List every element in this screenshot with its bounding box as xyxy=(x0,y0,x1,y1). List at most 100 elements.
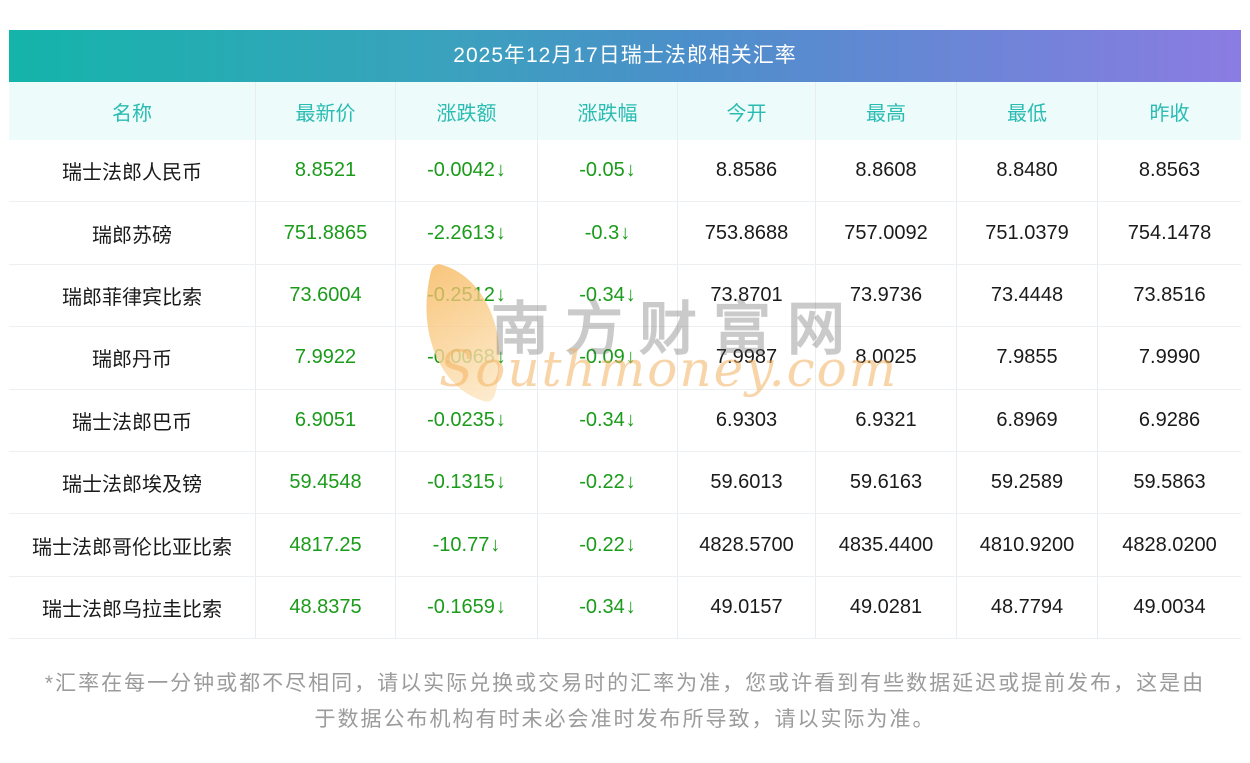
cell-value: 8.8563 xyxy=(1138,159,1201,182)
table-row: 瑞士法郎人民币 8.8521 -0.0042 ↓ -0.05 ↓ 8.8586 8.8608 8… xyxy=(9,140,1241,203)
cell-low: 48.7794 xyxy=(957,576,1098,639)
cell-value: 757.0092 xyxy=(844,221,928,244)
cell-low: 6.8969 xyxy=(957,389,1098,451)
column-header-low: 最低 xyxy=(957,82,1098,140)
cell-name: 瑞郎菲律宾比索 xyxy=(9,264,256,327)
cell-value: 瑞士法郎哥伦比亚比索 xyxy=(32,536,232,559)
cell-value: -0.0068 xyxy=(427,346,495,369)
cell-value: -0.05 xyxy=(579,159,625,182)
cell-low: 7.9855 xyxy=(957,327,1098,389)
cell-open: 59.6013 xyxy=(678,451,816,514)
table-header-row: 名称 最新价 涨跌额 涨跌幅 今开 最高 最低 昨收 xyxy=(9,82,1241,140)
cell-value: 4828.5700 xyxy=(699,533,794,556)
cell-latest: 48.8375 xyxy=(256,576,396,639)
cell-value: 59.5863 xyxy=(1133,471,1206,494)
cell-high: 8.0025 xyxy=(816,327,957,389)
cell-change: -0.1315 ↓ xyxy=(396,451,538,514)
cell-change: -0.1659 ↓ xyxy=(396,576,538,639)
cell-change: -0.2512 ↓ xyxy=(396,264,538,327)
cell-prev-close: 754.1478 xyxy=(1098,202,1241,263)
cell-value: 753.8688 xyxy=(704,221,789,244)
cell-latest: 751.8865 xyxy=(256,202,396,264)
cell-value: 7.9987 xyxy=(715,346,778,369)
cell-name: 瑞士法郎乌拉圭比索 xyxy=(9,576,256,639)
cell-value: 49.0157 xyxy=(710,595,783,618)
cell-value: 59.6163 xyxy=(849,471,923,494)
cell-value: 7.9990 xyxy=(1138,346,1201,369)
cell-value: 8.8608 xyxy=(855,159,917,182)
cell-open: 753.8688 xyxy=(678,202,816,264)
cell-value: 73.6004 xyxy=(289,283,362,306)
cell-latest: 6.9051 xyxy=(256,389,396,451)
cell-value: 751.0379 xyxy=(985,221,1069,244)
cell-change-pct: -0.34 ↓ xyxy=(538,389,678,451)
down-arrow-icon: ↓ xyxy=(625,159,636,182)
cell-change: -0.0068 ↓ xyxy=(396,327,538,389)
down-arrow-icon: ↓ xyxy=(625,533,636,556)
disclaimer: *汇率在每一分钟或都不尽相同，请以实际兑换或交易时的汇率为准，您或许看到有些数据… xyxy=(9,666,1241,738)
cell-change-pct: -0.05 ↓ xyxy=(538,140,678,202)
cell-value: 49.0281 xyxy=(849,595,923,618)
table-row: 瑞士法郎埃及镑 59.4548 -0.1315 ↓ -0.22 ↓ 59.6013 59.61… xyxy=(9,451,1241,515)
cell-low: 751.0379 xyxy=(957,202,1098,264)
cell-value: 49.0034 xyxy=(1133,595,1206,618)
cell-value: 8.8480 xyxy=(996,159,1058,182)
cell-value: 59.6013 xyxy=(710,471,783,494)
cell-prev-close: 4828.0200 xyxy=(1098,514,1241,575)
cell-prev-close: 73.8516 xyxy=(1098,265,1241,326)
cell-value: -0.0235 xyxy=(427,408,495,431)
cell-value: -0.22 xyxy=(579,533,625,556)
cell-change-pct: -0.22 ↓ xyxy=(538,451,678,514)
cell-prev-close: 8.8563 xyxy=(1098,140,1241,201)
cell-high: 4835.4400 xyxy=(816,514,957,576)
cell-open: 73.8701 xyxy=(678,264,816,327)
cell-latest: 4817.25 xyxy=(256,514,396,576)
cell-value: 73.8701 xyxy=(710,283,783,306)
cell-value: 751.8865 xyxy=(283,221,368,244)
down-arrow-icon: ↓ xyxy=(625,283,636,306)
cell-value: -0.1659 xyxy=(427,595,495,618)
table-row: 瑞郎苏磅 751.8865 -2.2613 ↓ -0.3 ↓ 753.8688 757.009… xyxy=(9,202,1241,265)
cell-latest: 59.4548 xyxy=(256,451,396,514)
cell-value: 瑞士法郎人民币 xyxy=(62,162,202,185)
disclaimer-line-2: 于数据公布机构有时未必会准时发布所导致，请以实际为准。 xyxy=(314,708,936,732)
table-row: 瑞士法郎乌拉圭比索 48.8375 -0.1659 ↓ -0.34 ↓ 49.0157 49.… xyxy=(9,576,1241,640)
table-body: 瑞士法郎人民币 8.8521 -0.0042 ↓ -0.05 ↓ 8.8586 8.8608 8… xyxy=(9,140,1241,640)
cell-value: 59.2589 xyxy=(990,471,1064,494)
page: 2025年12月17日瑞士法郎相关汇率 名称 最新价 涨跌额 涨跌幅 今开 最高 最低 昨收 … xyxy=(9,30,1241,738)
cell-value: -2.2613 xyxy=(427,221,495,244)
cell-low: 59.2589 xyxy=(957,451,1098,514)
cell-change-pct: -0.34 ↓ xyxy=(538,264,678,327)
cell-change-pct: -0.3 ↓ xyxy=(538,202,678,264)
cell-low: 8.8480 xyxy=(957,140,1098,202)
cell-value: -0.1315 xyxy=(427,471,495,494)
cell-latest: 73.6004 xyxy=(256,264,396,327)
down-arrow-icon: ↓ xyxy=(625,595,636,618)
cell-open: 49.0157 xyxy=(678,576,816,639)
cell-value: 73.9736 xyxy=(849,283,923,306)
column-header-latest: 最新价 xyxy=(256,82,396,140)
cell-value: 6.9303 xyxy=(715,408,778,431)
down-arrow-icon: ↓ xyxy=(495,346,506,369)
column-header-open: 今开 xyxy=(678,82,816,140)
cell-value: 4810.9200 xyxy=(979,533,1075,556)
down-arrow-icon: ↓ xyxy=(495,471,506,494)
down-arrow-icon: ↓ xyxy=(495,221,506,244)
cell-value: 4828.0200 xyxy=(1122,533,1217,556)
cell-value: 8.8586 xyxy=(715,159,778,182)
cell-value: -0.3 xyxy=(584,221,620,244)
table-row: 瑞士法郎巴币 6.9051 -0.0235 ↓ -0.34 ↓ 6.9303 6.9321 6.… xyxy=(9,389,1241,452)
cell-latest: 7.9922 xyxy=(256,327,396,389)
column-header-change-pct: 涨跌幅 xyxy=(538,82,678,140)
cell-value: 瑞士法郎埃及镑 xyxy=(62,474,202,497)
down-arrow-icon: ↓ xyxy=(495,159,506,182)
cell-change-pct: -0.09 ↓ xyxy=(538,327,678,389)
cell-name: 瑞郎丹币 xyxy=(9,327,256,389)
cell-high: 757.0092 xyxy=(816,202,957,264)
cell-name: 瑞士法郎巴币 xyxy=(9,389,256,451)
cell-prev-close: 7.9990 xyxy=(1098,327,1241,388)
cell-value: 瑞士法郎巴币 xyxy=(72,411,192,434)
cell-value: 8.0025 xyxy=(855,346,917,369)
cell-value: 73.8516 xyxy=(1133,283,1206,306)
cell-change: -0.0235 ↓ xyxy=(396,389,538,451)
